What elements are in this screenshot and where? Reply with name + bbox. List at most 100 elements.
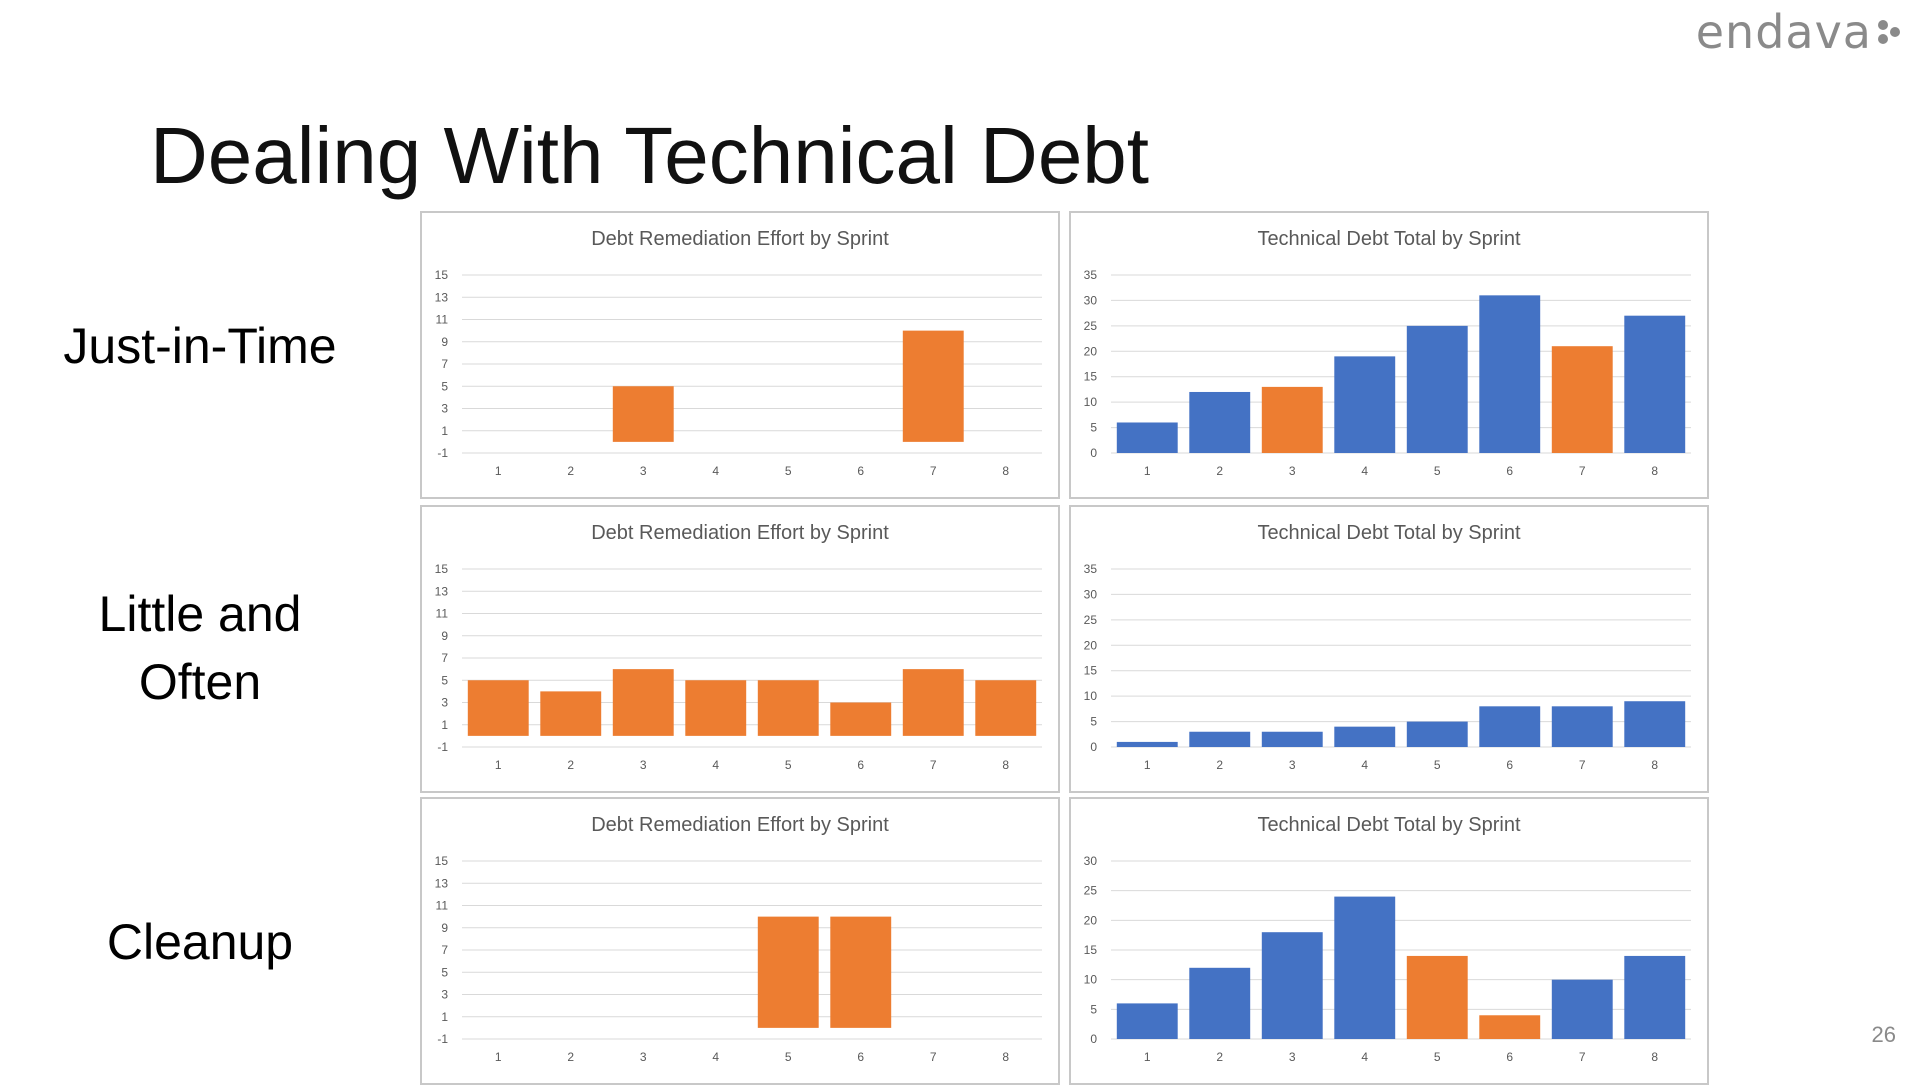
x-tick-label: 8 (1002, 758, 1009, 772)
y-tick-label: 11 (436, 607, 449, 621)
x-tick-label: 3 (640, 758, 647, 772)
y-tick-label: -1 (437, 740, 448, 754)
chart-title: Debt Remediation Effort by Sprint (591, 814, 889, 836)
x-tick-label: 3 (1289, 758, 1296, 772)
x-tick-label: 8 (1002, 464, 1009, 478)
x-tick-label: 8 (1651, 758, 1658, 772)
x-tick-label: 8 (1002, 1050, 1009, 1064)
bar (1189, 731, 1251, 747)
chart-title: Technical Debt Total by Sprint (1257, 228, 1521, 250)
y-tick-label: 25 (1084, 613, 1098, 627)
y-tick-label: 30 (1084, 587, 1098, 601)
x-tick-label: 7 (930, 1050, 937, 1064)
bar (612, 386, 674, 442)
x-tick-label: 2 (567, 464, 574, 478)
y-tick-label: 0 (1090, 740, 1097, 754)
bar (612, 669, 674, 736)
bar (1261, 731, 1323, 747)
chart-svg: Technical Debt Total by Sprint0510152025… (1084, 228, 1691, 478)
row-label-little-and-often: Little and Often (40, 580, 360, 716)
x-tick-label: 5 (1434, 464, 1441, 478)
x-tick-label: 5 (785, 1050, 792, 1064)
x-tick-label: 6 (1506, 758, 1513, 772)
bar (1334, 356, 1396, 453)
y-tick-label: -1 (437, 446, 448, 460)
bar (1479, 706, 1541, 747)
y-tick-label: 35 (1084, 562, 1098, 576)
bar (1624, 955, 1686, 1039)
chart-panel-total-cleanup: Technical Debt Total by Sprint 0 5 10 15 20 25… (1069, 797, 1709, 1085)
x-tick-label: 5 (785, 464, 792, 478)
bar (1551, 979, 1613, 1039)
x-tick-label: 2 (567, 1050, 574, 1064)
y-tick-label: 30 (1084, 293, 1098, 307)
x-tick-label: 2 (567, 758, 574, 772)
y-tick-label: 1 (441, 718, 448, 732)
x-tick-label: 4 (712, 1050, 719, 1064)
chart-svg: Debt Remediation Effort by Sprint-113579… (435, 522, 1042, 772)
y-tick-label: 11 (436, 313, 449, 327)
chart-panel-effort-just-in-time: Debt Remediation Effort by Sprint -1 1 3 5 7 9… (420, 211, 1060, 499)
row-label-line: Little and (98, 586, 302, 642)
bar (1116, 422, 1178, 453)
x-tick-label: 6 (857, 464, 864, 478)
x-tick-label: 1 (495, 1050, 502, 1064)
x-tick-label: 6 (1506, 464, 1513, 478)
y-tick-label: 10 (1084, 395, 1098, 409)
row-label-line: Just-in-Time (63, 318, 337, 374)
slide-title: Dealing With Technical Debt (150, 111, 1150, 200)
y-tick-label: 20 (1084, 638, 1098, 652)
bar (685, 680, 747, 736)
x-tick-label: 4 (1361, 1050, 1368, 1064)
chart-panel-effort-cleanup: Debt Remediation Effort by Sprint -1 1 3 5 7 9… (420, 797, 1060, 1085)
bar (1406, 721, 1468, 747)
y-tick-label: 20 (1084, 344, 1098, 358)
y-tick-label: 25 (1084, 319, 1098, 333)
x-tick-label: 4 (712, 464, 719, 478)
bar (902, 330, 964, 442)
x-tick-label: 2 (1216, 758, 1223, 772)
x-tick-label: 6 (857, 1050, 864, 1064)
y-tick-label: 15 (435, 562, 449, 576)
bar (1116, 1003, 1178, 1039)
bar (1261, 386, 1323, 453)
y-tick-label: 0 (1090, 1032, 1097, 1046)
y-tick-label: 7 (441, 357, 448, 371)
x-tick-label: 1 (495, 758, 502, 772)
y-tick-label: 7 (441, 651, 448, 665)
y-tick-label: 13 (435, 584, 449, 598)
brand-logo: endava (1696, 2, 1902, 62)
bar (975, 680, 1037, 736)
row-label-line: Cleanup (106, 914, 294, 970)
y-tick-label: 5 (1090, 715, 1097, 729)
y-tick-label: 13 (435, 290, 449, 304)
chart-svg: Technical Debt Total by Sprint0510152025… (1084, 522, 1691, 772)
chart-title: Debt Remediation Effort by Sprint (591, 522, 889, 544)
y-tick-label: 15 (435, 854, 449, 868)
chart-svg: Debt Remediation Effort by Sprint-113579… (435, 814, 1042, 1064)
x-tick-label: 8 (1651, 1050, 1658, 1064)
y-tick-label: 5 (1090, 421, 1097, 435)
bar (1479, 1015, 1541, 1039)
x-tick-label: 3 (1289, 1050, 1296, 1064)
x-tick-label: 3 (640, 464, 647, 478)
row-label-line: Often (138, 654, 262, 710)
x-tick-label: 7 (1579, 758, 1586, 772)
x-tick-label: 4 (1361, 464, 1368, 478)
x-tick-label: 1 (1144, 464, 1151, 478)
bar (757, 916, 819, 1028)
x-tick-label: 7 (930, 464, 937, 478)
y-tick-label: 5 (441, 965, 448, 979)
bar (1189, 391, 1251, 453)
y-tick-label: 15 (1084, 943, 1098, 957)
chart-title: Technical Debt Total by Sprint (1257, 814, 1521, 836)
bar (1406, 325, 1468, 453)
y-tick-label: 10 (1084, 973, 1098, 987)
x-tick-label: 6 (1506, 1050, 1513, 1064)
y-tick-label: 5 (441, 379, 448, 393)
y-tick-label: 10 (1084, 689, 1098, 703)
x-tick-label: 1 (1144, 1050, 1151, 1064)
bar (757, 680, 819, 736)
bar (1551, 706, 1613, 747)
y-tick-label: 35 (1084, 268, 1098, 282)
